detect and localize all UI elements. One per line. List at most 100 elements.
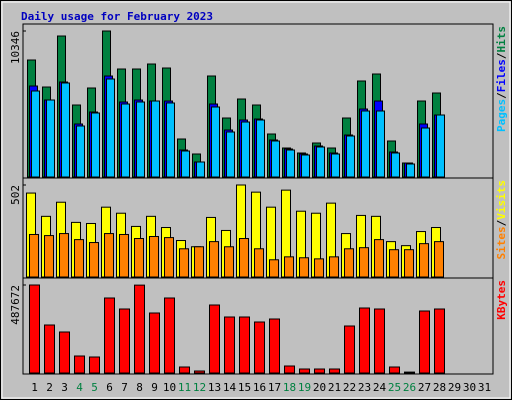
bar (239, 316, 250, 374)
bar (196, 161, 205, 178)
x-tick-label: 22 (343, 381, 356, 394)
bar (194, 370, 205, 374)
bar (29, 284, 40, 374)
bar (361, 110, 370, 178)
bar (346, 135, 355, 178)
bar (284, 365, 295, 374)
bar (29, 233, 39, 278)
x-tick-label: 30 (463, 381, 476, 394)
bar (254, 248, 264, 278)
x-tick-label: 3 (61, 381, 68, 394)
x-tick-label: 26 (403, 381, 416, 394)
x-tick-label: 9 (151, 381, 158, 394)
x-tick-label: 1 (31, 381, 38, 394)
bar (134, 284, 145, 374)
bar (59, 233, 69, 278)
bar (74, 239, 84, 278)
bar (331, 153, 340, 178)
bar (314, 258, 324, 278)
bar (74, 355, 85, 374)
x-tick-label: 27 (418, 381, 431, 394)
legend-entry: Files (495, 59, 508, 92)
bar (344, 325, 355, 374)
bar (299, 257, 309, 278)
x-tick-label: 16 (253, 381, 266, 394)
bar (149, 312, 160, 374)
bar (301, 154, 310, 178)
x-tick-label: 21 (328, 381, 341, 394)
bar (419, 310, 430, 374)
bar (256, 119, 265, 178)
bar (89, 242, 99, 278)
x-tick-label: 13 (208, 381, 221, 394)
legend-entry: Hits (495, 26, 508, 53)
bar (136, 101, 145, 178)
x-tick-label: 7 (121, 381, 128, 394)
bar (389, 249, 399, 278)
x-tick-label: 8 (136, 381, 143, 394)
bar (419, 243, 429, 278)
bar (44, 324, 55, 374)
bar (89, 356, 100, 374)
bar (329, 256, 339, 278)
legend-entry: Visits (495, 180, 508, 220)
bar (151, 100, 160, 178)
bar (286, 149, 295, 178)
bar (359, 307, 370, 374)
y-tick-label: 487672 (9, 285, 22, 325)
x-tick-label: 6 (106, 381, 113, 394)
x-tick-label: 24 (373, 381, 387, 394)
x-tick-label: 19 (298, 381, 311, 394)
bar (224, 316, 235, 374)
bar (91, 112, 100, 178)
bar (406, 163, 415, 178)
bar (31, 90, 40, 178)
bar (134, 238, 144, 278)
bar (209, 241, 219, 278)
bar (179, 248, 189, 278)
bar (46, 99, 55, 178)
bar (299, 368, 310, 374)
bar (404, 249, 414, 278)
bar (434, 308, 445, 374)
bar (106, 78, 115, 178)
x-tick-label: 15 (238, 381, 251, 394)
x-tick-label: 28 (433, 381, 446, 394)
x-tick-label: 5 (91, 381, 98, 394)
bar (226, 131, 235, 178)
bar (434, 241, 444, 278)
bar (164, 237, 174, 278)
bar (179, 366, 190, 374)
x-tick-label: 12 (193, 381, 206, 394)
y-tick-label: 502 (9, 185, 22, 205)
bar (61, 82, 70, 178)
bar (374, 308, 385, 374)
legend-entry: KBytes (495, 280, 508, 320)
bar (104, 233, 114, 278)
bar (329, 368, 340, 374)
bar (149, 235, 159, 278)
x-tick-label: 11 (178, 381, 191, 394)
legend-entry: Pages (495, 99, 508, 132)
legend-separator: / (495, 92, 508, 99)
x-tick-label: 18 (283, 381, 296, 394)
bar (284, 256, 294, 278)
legend: Pages/Files/Hits (495, 26, 508, 132)
bar (269, 318, 280, 374)
bar (104, 297, 115, 374)
bar (316, 146, 325, 178)
bar (344, 248, 354, 278)
bar (389, 366, 400, 374)
legend-separator: / (495, 52, 508, 59)
x-tick-label: 10 (163, 381, 176, 394)
legend: Sites/Visits (495, 180, 508, 260)
bar (76, 125, 85, 178)
y-tick-label: 10346 (9, 31, 22, 64)
legend: KBytes (495, 280, 508, 320)
bar (224, 246, 234, 278)
bar (314, 368, 325, 374)
x-tick-label: 29 (448, 381, 461, 394)
bar (359, 247, 369, 278)
x-tick-label: 25 (388, 381, 401, 394)
